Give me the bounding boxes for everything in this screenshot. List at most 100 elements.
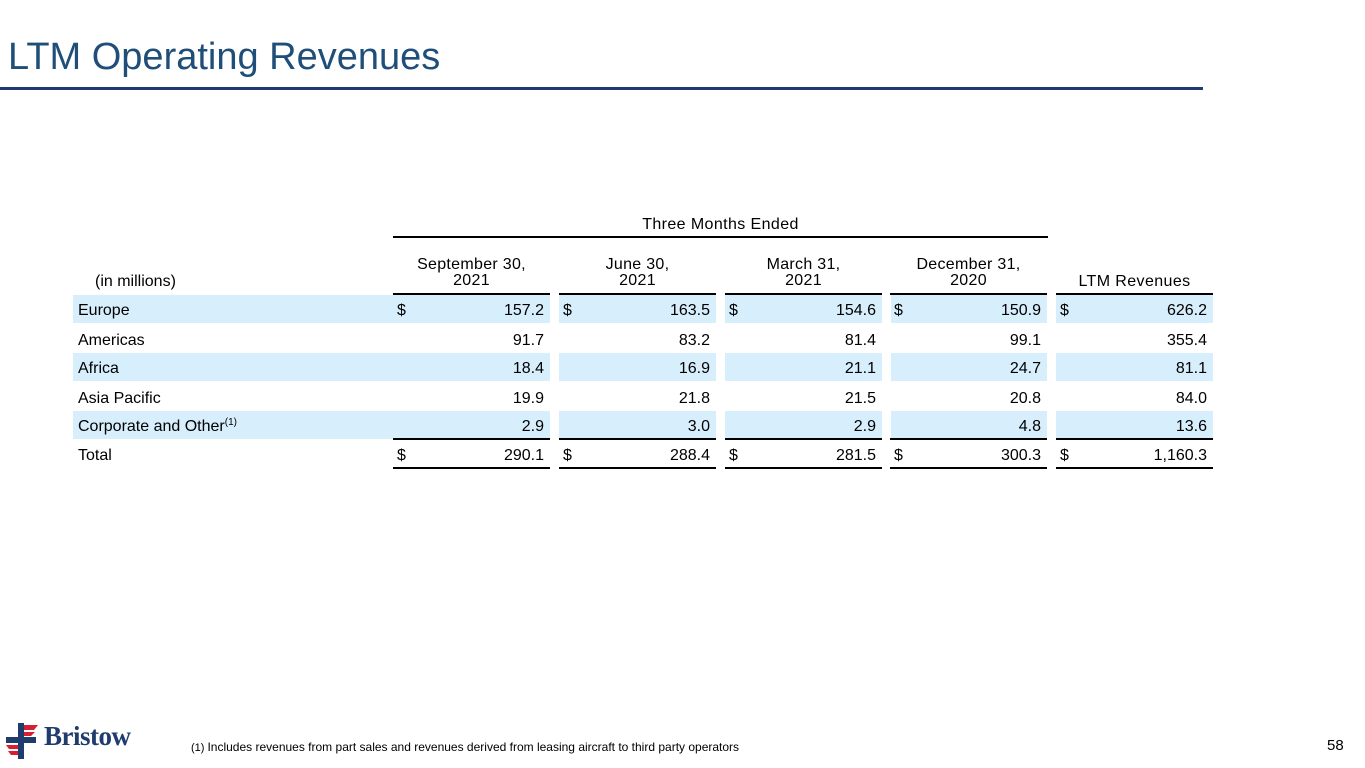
table-cell: 81.1 <box>1056 360 1213 380</box>
table-cell: 21.8 <box>559 390 716 410</box>
cell-value: 2.9 <box>521 418 544 435</box>
cell-value: 288.4 <box>669 447 710 464</box>
footnote-marker: (1) <box>191 742 205 754</box>
currency-symbol: $ <box>1060 447 1069 464</box>
currency-symbol: $ <box>894 447 903 464</box>
cell-value: 157.2 <box>503 302 544 319</box>
group-header: Three Months Ended <box>642 216 799 233</box>
title-underline <box>0 87 1203 90</box>
cell-value: 81.4 <box>844 332 876 349</box>
table-cell: 355.4 <box>1056 332 1213 352</box>
row-label: Corporate and Other(1) <box>78 417 237 436</box>
total-rule <box>393 467 550 469</box>
cell-value: 13.6 <box>1175 418 1207 435</box>
footnote: (1) Includes revenues from part sales and… <box>191 740 739 754</box>
cell-value: 18.4 <box>512 360 544 377</box>
row-label-text: Corporate and Other <box>78 418 225 435</box>
row-shading <box>73 295 1213 323</box>
table-cell: $163.5 <box>559 302 716 322</box>
subtotal-rule <box>1056 438 1213 440</box>
footnote-reference: (1) <box>224 417 237 428</box>
table-cell: $300.3 <box>890 447 1047 467</box>
total-rule <box>890 467 1047 469</box>
subtotal-rule <box>890 438 1047 440</box>
currency-symbol: $ <box>397 447 406 464</box>
cell-value: 290.1 <box>503 447 544 464</box>
column-header-rule <box>890 293 1047 295</box>
cell-value: 355.4 <box>1166 332 1207 349</box>
subtotal-rule <box>559 438 716 440</box>
bristow-logo-mark-icon <box>6 723 38 759</box>
footnote-text: Includes revenues from part sales and re… <box>207 740 740 754</box>
column-header-rule <box>393 293 550 295</box>
total-rule <box>559 467 716 469</box>
column-gap <box>1047 353 1056 381</box>
cell-value: 1,160.3 <box>1153 447 1207 464</box>
table-cell: 19.9 <box>393 390 550 410</box>
column-gap <box>882 411 891 439</box>
column-header-dec-2020: December 31, 2020 <box>916 256 1021 289</box>
subtotal-rule <box>725 438 882 440</box>
currency-symbol: $ <box>397 302 406 319</box>
cell-value: 83.2 <box>678 332 710 349</box>
cell-value: 24.7 <box>1009 360 1041 377</box>
currency-symbol: $ <box>729 447 738 464</box>
column-header-rule <box>725 293 882 295</box>
table-cell: $150.9 <box>890 302 1047 322</box>
column-gap <box>882 353 891 381</box>
column-gap <box>550 295 559 323</box>
table-cell: 16.9 <box>559 360 716 380</box>
cell-value: 81.1 <box>1175 360 1207 377</box>
row-label: Americas <box>78 332 145 350</box>
column-gap <box>550 353 559 381</box>
column-header-mar-2021: March 31, 2021 <box>766 256 841 289</box>
column-gap <box>716 353 725 381</box>
table-cell: $157.2 <box>393 302 550 322</box>
table-cell: $281.5 <box>725 447 882 467</box>
table-cell: 2.9 <box>725 418 882 438</box>
row-label: Europe <box>78 302 130 320</box>
table-cell: 3.0 <box>559 418 716 438</box>
table-cell: $290.1 <box>393 447 550 467</box>
row-shading <box>73 353 1213 381</box>
cell-value: 99.1 <box>1009 332 1041 349</box>
column-gap <box>716 411 725 439</box>
currency-symbol: $ <box>1060 302 1069 319</box>
page-number: 58 <box>1327 737 1344 754</box>
table-cell: 81.4 <box>725 332 882 352</box>
cell-value: 150.9 <box>1000 302 1041 319</box>
row-label-text: Americas <box>78 332 145 349</box>
column-gap <box>716 295 725 323</box>
column-header-sep-2021: September 30, 2021 <box>417 256 526 289</box>
row-label-text: Total <box>78 447 112 464</box>
row-label: Total <box>78 447 112 465</box>
table-cell: $154.6 <box>725 302 882 322</box>
table-cell: 84.0 <box>1056 390 1213 410</box>
row-label-text: Asia Pacific <box>78 390 161 407</box>
table-cell: 24.7 <box>890 360 1047 380</box>
row-label: Asia Pacific <box>78 390 161 408</box>
cell-value: 2.9 <box>853 418 876 435</box>
table-cell: $1,160.3 <box>1056 447 1213 467</box>
currency-symbol: $ <box>563 302 572 319</box>
cell-value: 21.1 <box>844 360 876 377</box>
cell-value: 19.9 <box>512 390 544 407</box>
column-header-rule <box>1056 293 1213 295</box>
cell-value: 281.5 <box>835 447 876 464</box>
cell-value: 154.6 <box>835 302 876 319</box>
currency-symbol: $ <box>894 302 903 319</box>
cell-value: 21.8 <box>678 390 710 407</box>
logo-wordmark: Bristow <box>44 721 131 751</box>
cell-value: 3.0 <box>687 418 710 435</box>
column-header-rule <box>559 293 716 295</box>
subtotal-rule <box>393 438 550 440</box>
table-cell: $626.2 <box>1056 302 1213 322</box>
row-label-text: Africa <box>78 360 119 377</box>
cell-value: 4.8 <box>1018 418 1041 435</box>
table-cell: 21.1 <box>725 360 882 380</box>
currency-symbol: $ <box>729 302 738 319</box>
column-gap <box>550 411 559 439</box>
column-gap <box>1047 295 1056 323</box>
table-cell: 99.1 <box>890 332 1047 352</box>
column-header-jun-2021: June 30, 2021 <box>605 256 670 289</box>
